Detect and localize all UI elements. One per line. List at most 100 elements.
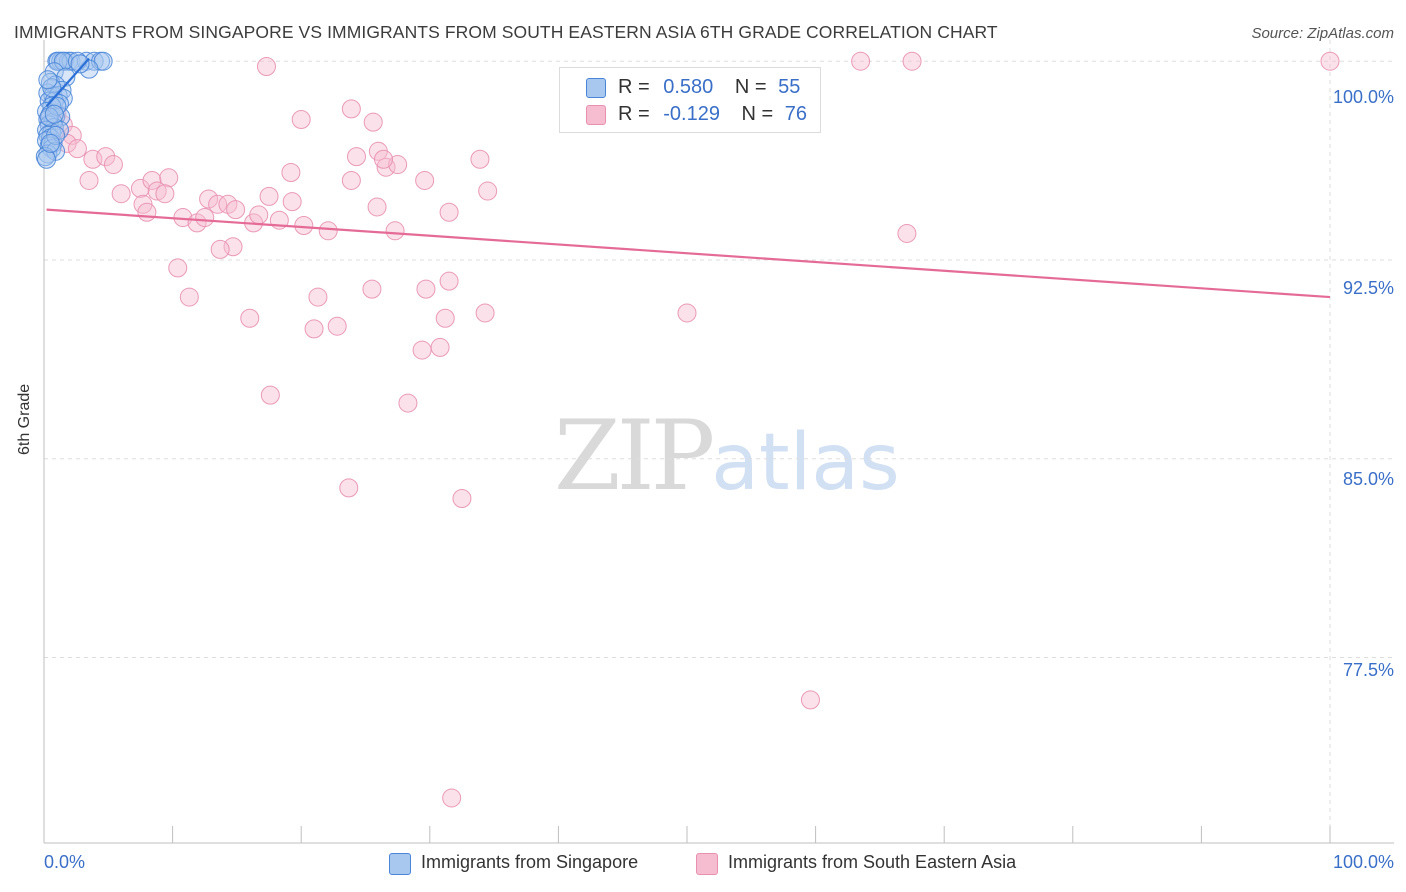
sea-point (374, 149, 394, 169)
sea-point (452, 488, 472, 508)
sea-point (362, 279, 382, 299)
sea-point (67, 139, 87, 159)
y-axis-label: 6th Grade (16, 383, 33, 455)
sea-point (304, 319, 324, 339)
sea-swatch (586, 105, 606, 125)
sea-point (800, 690, 820, 710)
legend-n-value: 76 (784, 103, 808, 125)
y-tick-label: 92.5% (1342, 278, 1394, 298)
sea-point (291, 110, 311, 130)
sea-point (155, 184, 175, 204)
sea-point (137, 202, 157, 222)
sea-point (430, 337, 450, 357)
sea-point (79, 170, 99, 190)
sea-point (346, 147, 366, 167)
y-tick-label: 77.5% (1342, 660, 1394, 680)
sea-point (281, 163, 301, 183)
series-sea-points (39, 51, 1340, 808)
sea-point (339, 478, 359, 498)
sea-point (415, 170, 435, 190)
sea-point (677, 303, 697, 323)
legend-r-label: R = (618, 103, 650, 125)
watermark-zip: ZIP (554, 400, 715, 512)
singapore-point (37, 149, 57, 169)
singapore-swatch (389, 853, 411, 875)
sea-point (341, 99, 361, 119)
sea-point (318, 221, 338, 241)
singapore-trend-line (45, 57, 90, 107)
sea-point (475, 303, 495, 323)
x-tick-label: 100.0% (1332, 852, 1394, 872)
sea-point (195, 208, 215, 228)
source-label: Source: ZipAtlas.com (1251, 25, 1394, 42)
bottom-legend-label: Immigrants from Singapore (421, 852, 639, 872)
legend-n-label: N = (741, 103, 774, 125)
sea-point (130, 178, 150, 198)
singapore-point (39, 107, 59, 127)
trend-lines (45, 57, 1331, 299)
bottom-legend-label: Immigrants from South Eastern Asia (728, 852, 1017, 872)
sea-point (259, 186, 279, 206)
sea-point (240, 308, 260, 328)
watermark-atlas: atlas (711, 418, 900, 508)
chart-title: IMMIGRANTS FROM SINGAPORE VS IMMIGRANTS … (14, 22, 998, 42)
sea-point (249, 205, 269, 225)
y-tick-label: 100.0% (1332, 87, 1394, 107)
correlation-legend: R = 0.580 N = 55 R = -0.129 N = 76 (559, 67, 821, 133)
singapore-point (40, 133, 60, 153)
sea-point (470, 149, 490, 169)
sea-point (256, 57, 276, 77)
y-tick-label: 85.0% (1342, 469, 1394, 489)
sea-point (210, 239, 230, 259)
legend-r-label: R = (618, 76, 650, 98)
sea-point (282, 192, 302, 212)
sea-point (159, 168, 179, 188)
singapore-point (70, 54, 90, 74)
singapore-swatch (586, 78, 606, 98)
axes (43, 40, 1394, 844)
sea-point (478, 181, 498, 201)
gridlines (44, 40, 1394, 843)
sea-point (142, 170, 162, 190)
sea-point (363, 112, 383, 132)
sea-point (327, 316, 347, 336)
sea-point (412, 340, 432, 360)
sea-point (416, 279, 436, 299)
x-tick-label: 0.0% (44, 852, 86, 872)
sea-point (226, 200, 246, 220)
legend-n-value: 55 (778, 76, 801, 98)
singapore-point (48, 86, 68, 106)
sea-point (179, 287, 199, 307)
sea-point (851, 51, 871, 71)
singapore-point (48, 51, 68, 71)
legend-r-value: 0.580 (663, 76, 714, 98)
legend-r-value: -0.129 (663, 103, 720, 125)
sea-point (435, 308, 455, 328)
sea-point (147, 181, 167, 201)
sea-point (388, 155, 408, 175)
sea-point (168, 258, 188, 278)
sea-point (897, 223, 917, 243)
sea-point (367, 197, 387, 217)
legend-n-label: N = (734, 76, 767, 98)
singapore-point (38, 70, 58, 90)
sea-point (442, 788, 462, 808)
sea-point (439, 271, 459, 291)
sea-point (294, 216, 314, 236)
sea-point (96, 147, 116, 167)
sea-point (308, 287, 328, 307)
sea-point (398, 393, 418, 413)
sea-point (1320, 51, 1340, 71)
sea-point (208, 194, 228, 214)
sea-point (902, 51, 922, 71)
watermark: ZIPatlas (554, 400, 900, 512)
sea-point (376, 157, 396, 177)
sea-point (199, 189, 219, 209)
sea-point (103, 155, 123, 175)
sea-point (439, 202, 459, 222)
singapore-point (44, 104, 64, 124)
sea-point (341, 170, 361, 190)
sea-trend-line (46, 208, 1331, 299)
sea-point (385, 221, 405, 241)
